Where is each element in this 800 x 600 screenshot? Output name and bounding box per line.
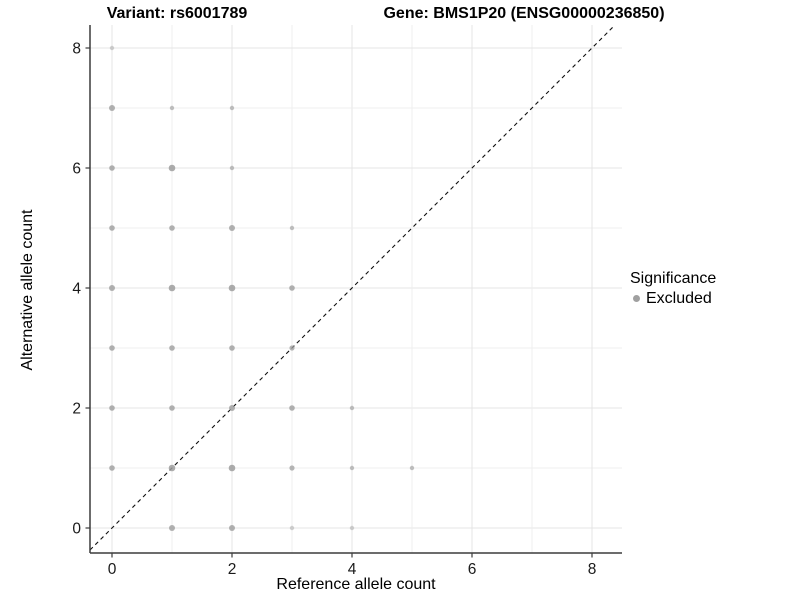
data-point — [349, 525, 355, 531]
data-point — [169, 225, 175, 231]
data-point — [409, 465, 415, 471]
data-point — [228, 464, 236, 472]
data-point — [289, 465, 295, 471]
identity-dashed-line — [89, 24, 616, 551]
x-tick-label: 4 — [348, 561, 357, 578]
legend: Significance Excluded — [630, 269, 716, 308]
data-point — [109, 345, 115, 351]
data-point — [169, 405, 175, 411]
data-point — [349, 405, 355, 411]
data-point — [169, 345, 175, 351]
data-point — [168, 464, 176, 472]
y-axis-label: Alternative allele count — [19, 209, 36, 371]
data-point — [289, 225, 295, 231]
y-tick-label: 2 — [72, 401, 81, 418]
data-point — [109, 165, 115, 171]
data-point — [229, 525, 235, 531]
data-point — [289, 345, 295, 351]
y-tick-label: 6 — [72, 161, 81, 178]
data-point — [109, 465, 115, 471]
data-point — [168, 164, 176, 172]
data-point — [109, 105, 115, 111]
x-axis-label: Reference allele count — [276, 576, 436, 593]
data-point — [109, 285, 115, 291]
data-point — [229, 405, 235, 411]
data-point — [229, 105, 235, 111]
data-point — [229, 165, 235, 171]
legend-item-excluded: Excluded — [630, 289, 716, 308]
data-point — [289, 285, 295, 291]
y-tick-label: 0 — [72, 521, 81, 538]
data-point — [169, 525, 175, 531]
x-tick-label: 0 — [108, 561, 117, 578]
x-tick-label: 2 — [228, 561, 237, 578]
data-point — [168, 284, 176, 292]
data-point — [109, 405, 115, 411]
data-point — [229, 225, 235, 231]
data-point — [229, 345, 235, 351]
data-point — [289, 405, 295, 411]
x-tick-label: 6 — [468, 561, 477, 578]
data-point — [109, 225, 115, 231]
plot-title-variant: Variant: rs6001789 — [106, 5, 248, 22]
data-point — [289, 525, 295, 531]
plot-title-gene: Gene: BMS1P20 (ENSG00000236850) — [383, 5, 665, 22]
data-point — [228, 284, 236, 292]
legend-point-icon — [633, 295, 640, 302]
data-point — [349, 465, 355, 471]
legend-title: Significance — [630, 270, 717, 287]
legend-item-label: Excluded — [646, 290, 712, 307]
data-point — [109, 45, 115, 51]
y-tick-label: 8 — [72, 41, 81, 58]
x-tick-label: 8 — [588, 561, 597, 578]
y-tick-label: 4 — [72, 281, 81, 298]
data-point — [169, 105, 175, 111]
